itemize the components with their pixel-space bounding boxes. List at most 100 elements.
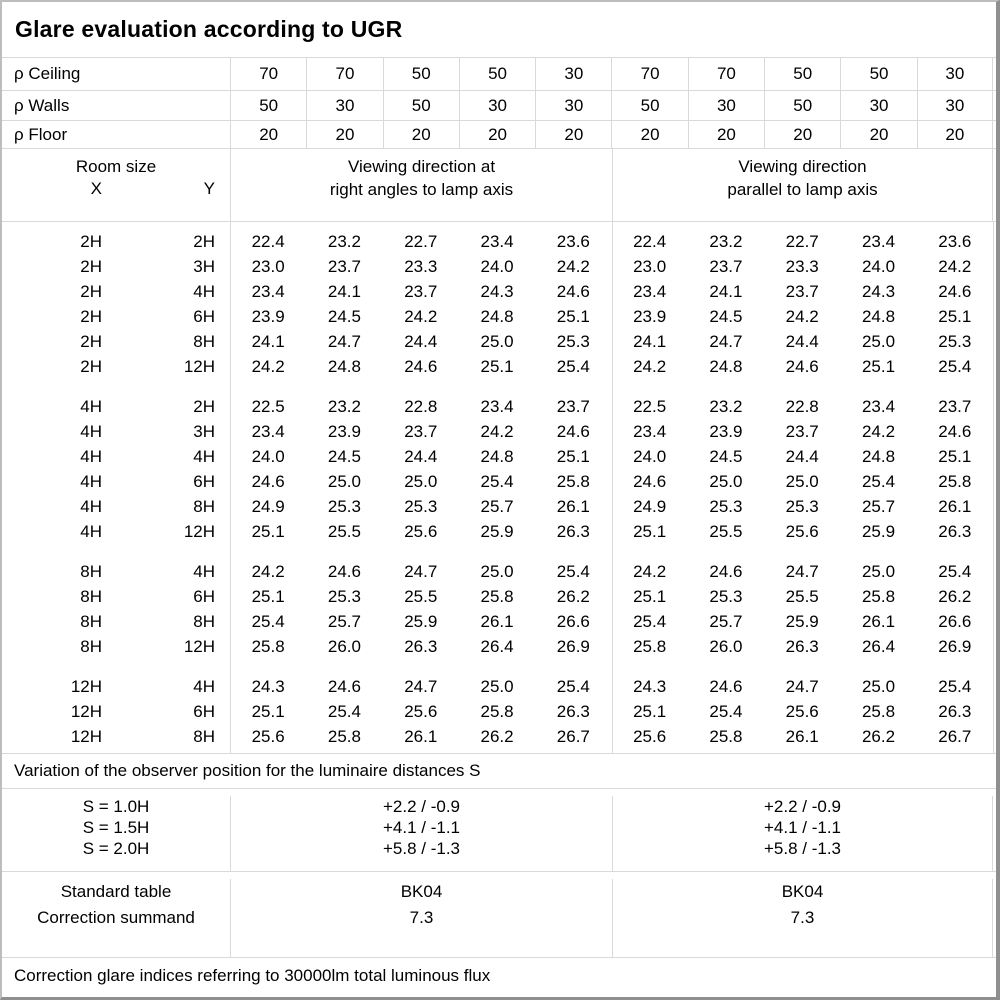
ugr-value-cell: 24.3 bbox=[251, 677, 285, 696]
ugr-value-cell: 26.0 bbox=[327, 637, 361, 656]
heading-line: Viewing direction at bbox=[347, 157, 496, 176]
ugr-value-cell: 25.3 bbox=[404, 497, 438, 516]
room-x-value: 2H bbox=[80, 307, 102, 326]
room-y-value: 8H bbox=[193, 497, 215, 516]
ugr-value-cell: 25.0 bbox=[861, 677, 896, 696]
ugr-value-cell: 23.7 bbox=[709, 257, 743, 276]
room-x-value: 2H bbox=[80, 357, 102, 376]
room-y-value: 3H bbox=[193, 422, 215, 441]
ugr-value-cell: 26.6 bbox=[556, 612, 590, 631]
ugr-table-row: 4H 12H 25.1 25.5 25.6 25.9 26.3 25.1 25.5 25.6 25.… bbox=[2, 519, 996, 544]
reflectance-value-cell: 20 bbox=[382, 121, 459, 148]
ugr-value-cell: 23.7 bbox=[404, 282, 438, 301]
page-title: Glare evaluation according to UGR bbox=[15, 16, 403, 42]
room-y-value: 2H bbox=[193, 397, 215, 416]
ugr-value-cell: 25.8 bbox=[861, 587, 896, 606]
reflectance-value-cell: 50 bbox=[458, 58, 535, 90]
s-correction-value: +4.1 / -1.1 bbox=[763, 818, 842, 837]
reflectance-value-cell: 70 bbox=[306, 58, 382, 90]
ugr-value-cell: 24.6 bbox=[404, 357, 438, 376]
ugr-table-row: 4H 6H 24.6 25.0 25.0 25.4 25.8 24.6 25.0 25.0 25.4… bbox=[2, 469, 996, 494]
ugr-table-row: 8H 6H 25.1 25.3 25.5 25.8 26.2 25.1 25.3 25.5 25.8… bbox=[2, 584, 996, 609]
ugr-value-cell: 24.8 bbox=[861, 307, 896, 326]
ugr-table-row: 12H 6H 25.1 25.4 25.6 25.8 26.3 25.1 25.4 25.6 25.… bbox=[2, 699, 996, 724]
ugr-value-cell: 23.4 bbox=[861, 397, 896, 416]
ugr-value-cell: 24.3 bbox=[480, 282, 514, 301]
summary-row-label: Standard table bbox=[60, 882, 172, 901]
ugr-value-cell: 25.1 bbox=[633, 522, 667, 541]
room-x-value: 8H bbox=[80, 562, 102, 581]
x-axis-label: X bbox=[90, 179, 102, 198]
reflectance-value-cell: 30 bbox=[840, 91, 916, 120]
variation-note: Variation of the observer position for t… bbox=[2, 753, 996, 788]
ugr-value-cell: 24.0 bbox=[480, 257, 514, 276]
ugr-value-cell: 25.4 bbox=[861, 472, 896, 491]
ugr-table-row: 4H 8H 24.9 25.3 25.3 25.7 26.1 24.9 25.3 25.3 25.7… bbox=[2, 494, 996, 519]
room-size-header: Room size X Y bbox=[2, 149, 230, 221]
ugr-value-cell: 26.2 bbox=[938, 587, 972, 606]
ugr-value-cell: 23.4 bbox=[633, 422, 667, 441]
ugr-value-cell: 24.6 bbox=[327, 677, 361, 696]
ugr-value-cell: 25.4 bbox=[556, 357, 590, 376]
ugr-value-cell: 24.2 bbox=[633, 562, 667, 581]
ugr-value-cell: 25.8 bbox=[861, 702, 896, 721]
ugr-value-cell: 24.7 bbox=[404, 677, 438, 696]
ugr-value-cell: 24.6 bbox=[938, 422, 972, 441]
ugr-value-cell: 25.6 bbox=[785, 522, 819, 541]
ugr-value-cell: 24.2 bbox=[480, 422, 514, 441]
ugr-value-cell: 24.4 bbox=[404, 332, 438, 351]
room-x-value: 12H bbox=[70, 727, 102, 746]
ugr-value-cell: 24.0 bbox=[633, 447, 667, 466]
ugr-value-cell: 22.8 bbox=[404, 397, 438, 416]
reflectance-row: ρ Walls 50 30 50 30 30 50 30 50 30 30 bbox=[2, 90, 996, 120]
s-variation-values-left: +2.2 / -0.9 +4.1 / -1.1 +5.8 / -1.3 bbox=[230, 796, 612, 871]
ugr-value-cell: 24.6 bbox=[709, 677, 743, 696]
ugr-value-cell: 24.7 bbox=[709, 332, 743, 351]
ugr-value-cell: 24.7 bbox=[785, 677, 819, 696]
reflectance-value-cell: 30 bbox=[916, 58, 993, 90]
ugr-value-cell: 25.4 bbox=[327, 702, 361, 721]
ugr-value-cell: 24.6 bbox=[251, 472, 285, 491]
room-size-group: 4H 2H 22.5 23.2 22.8 23.4 23.7 22.5 23.2 22.8 23.4… bbox=[2, 394, 996, 544]
ugr-value-cell: 24.4 bbox=[785, 332, 819, 351]
ugr-value-cell: 24.4 bbox=[785, 447, 819, 466]
room-size-label: Room size bbox=[75, 157, 157, 176]
ugr-value-cell: 23.4 bbox=[480, 397, 514, 416]
ugr-value-cell: 26.3 bbox=[785, 637, 819, 656]
ugr-value-cell: 25.1 bbox=[556, 447, 590, 466]
footer-note: Correction glare indices referring to 30… bbox=[2, 957, 996, 997]
ugr-value-cell: 23.4 bbox=[251, 422, 285, 441]
ugr-value-cell: 26.3 bbox=[938, 702, 972, 721]
ugr-value-cell: 26.4 bbox=[480, 637, 514, 656]
reflectance-value-cell: 50 bbox=[840, 58, 916, 90]
reflectance-value-cell: 20 bbox=[764, 121, 840, 148]
ugr-value-cell: 24.1 bbox=[251, 332, 285, 351]
ugr-value-cell: 24.8 bbox=[709, 357, 743, 376]
column-divider bbox=[230, 222, 231, 753]
ugr-value-cell: 22.4 bbox=[633, 232, 667, 251]
s-variation-labels: S = 1.0H S = 1.5H S = 2.0H bbox=[2, 796, 230, 871]
ugr-value-cell: 25.9 bbox=[861, 522, 896, 541]
room-y-value: 12H bbox=[183, 357, 215, 376]
ugr-value-cell: 25.1 bbox=[861, 357, 896, 376]
xy-header-row: X Y bbox=[2, 179, 230, 199]
ugr-table-row: 2H 2H 22.4 23.2 22.7 23.4 23.6 22.4 23.2 22.7 23.4… bbox=[2, 229, 996, 254]
ugr-value-cell: 24.2 bbox=[251, 562, 285, 581]
ugr-value-cell: 25.1 bbox=[633, 587, 667, 606]
column-header-band: Room size X Y Viewing direction at right … bbox=[2, 148, 996, 221]
ugr-value-cell: 25.4 bbox=[709, 702, 743, 721]
s-distance-label: S = 2.0H bbox=[82, 839, 150, 858]
ugr-value-cell: 25.6 bbox=[404, 522, 438, 541]
reflectance-row-label: ρ Walls bbox=[14, 95, 70, 115]
ugr-value-cell: 25.1 bbox=[556, 307, 590, 326]
summary-values-left: BK04 7.3 bbox=[230, 879, 612, 957]
ugr-value-cell: 25.3 bbox=[327, 497, 361, 516]
ugr-value-cell: 25.1 bbox=[938, 447, 972, 466]
summary-row-label: Correction summand bbox=[37, 908, 195, 927]
summary-labels: Standard table Correction summand bbox=[2, 879, 230, 957]
ugr-value-cell: 25.9 bbox=[404, 612, 438, 631]
ugr-value-cell: 23.9 bbox=[633, 307, 667, 326]
ugr-value-cell: 24.7 bbox=[327, 332, 361, 351]
room-y-value: 6H bbox=[193, 307, 215, 326]
ugr-value-cell: 23.0 bbox=[251, 257, 285, 276]
